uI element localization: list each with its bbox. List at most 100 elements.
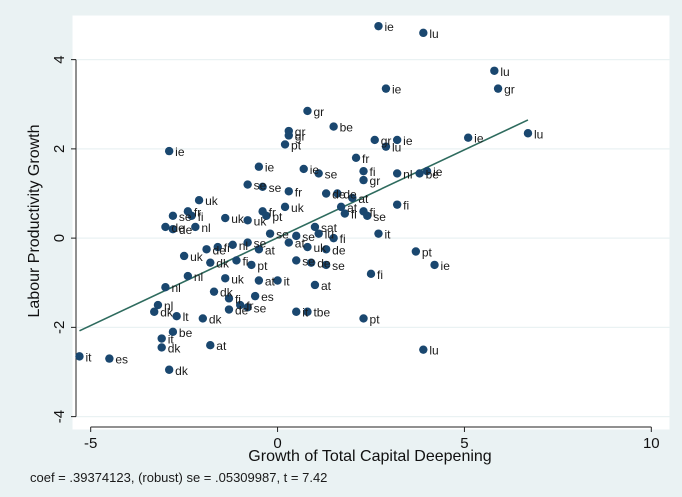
- data-point: [490, 66, 499, 75]
- data-point: [164, 146, 174, 156]
- data-point: [310, 222, 320, 232]
- point-label: de: [213, 243, 227, 257]
- point-label: sat: [321, 221, 338, 235]
- data-point: [198, 314, 208, 323]
- data-point: [463, 133, 473, 142]
- point-label: gr: [370, 174, 381, 188]
- point-label: fi: [370, 205, 376, 219]
- data-point: [314, 229, 323, 238]
- data-point: [329, 233, 338, 243]
- data-point: [292, 231, 301, 241]
- y-tick-label: -2: [51, 321, 68, 334]
- point-label: gr: [504, 83, 515, 97]
- data-point: [221, 274, 230, 283]
- point-label: de: [171, 221, 185, 235]
- data-point: [359, 166, 368, 176]
- data-point: [150, 307, 159, 316]
- data-point: [422, 166, 432, 176]
- data-point: [307, 258, 316, 267]
- data-point: [419, 345, 428, 354]
- point-label: pt: [272, 210, 283, 224]
- point-label: se: [325, 167, 338, 181]
- point-label: pt: [291, 138, 302, 152]
- point-label: pt: [257, 259, 268, 273]
- point-label: nl: [239, 239, 248, 253]
- point-label: se: [254, 237, 267, 251]
- point-label: at: [265, 243, 276, 257]
- data-point: [228, 240, 237, 250]
- data-point: [179, 251, 189, 261]
- point-label: ie: [310, 163, 320, 177]
- point-label: es: [261, 290, 274, 304]
- point-label: at: [216, 339, 227, 353]
- point-label: it: [284, 275, 291, 289]
- data-point: [262, 211, 271, 221]
- data-point: [168, 211, 178, 221]
- x-axis-label: Growth of Total Capital Deepening: [248, 448, 491, 465]
- data-point: [209, 287, 219, 296]
- point-label: dk: [168, 341, 182, 355]
- data-point: [411, 247, 421, 256]
- data-point: [153, 300, 163, 310]
- data-point: [273, 276, 282, 285]
- point-label: uk: [313, 241, 327, 255]
- data-point: [157, 334, 166, 343]
- point-label: lu: [392, 141, 401, 155]
- point-label: uk: [291, 201, 305, 215]
- data-point: [336, 202, 346, 212]
- point-label: uk: [254, 214, 268, 228]
- fitted-line: [79, 119, 529, 332]
- point-label: de: [332, 243, 346, 257]
- data-point: [183, 271, 193, 281]
- data-point: [206, 258, 215, 267]
- data-point: [247, 260, 256, 270]
- point-label: lt: [183, 310, 190, 324]
- point-label: at: [321, 279, 332, 293]
- point-label: fr: [194, 205, 201, 219]
- data-point: [292, 256, 301, 265]
- data-point: [292, 307, 301, 316]
- x-tick-label: 0: [273, 435, 281, 452]
- data-point: [374, 21, 383, 31]
- point-label: uk: [205, 194, 219, 208]
- point-label: fi: [235, 292, 241, 306]
- data-point: [333, 189, 342, 198]
- point-label: be: [340, 121, 354, 135]
- point-label: at: [358, 192, 369, 206]
- data-point: [381, 142, 391, 151]
- point-label: uk: [231, 212, 245, 226]
- data-point: [359, 314, 368, 323]
- point-label: lu: [534, 127, 543, 141]
- data-point: [221, 213, 230, 223]
- data-point: [523, 129, 533, 138]
- data-point: [280, 140, 290, 149]
- point-label: de: [235, 304, 249, 318]
- data-point: [254, 276, 264, 285]
- data-point: [265, 229, 275, 238]
- y-tick-label: -4: [51, 410, 68, 423]
- point-label: se: [373, 210, 386, 224]
- point-label: it: [85, 350, 92, 364]
- point-label: nl: [194, 270, 203, 284]
- plot-area: [71, 14, 671, 431]
- point-label: it: [168, 333, 175, 347]
- data-point: [392, 135, 402, 145]
- data-point: [235, 300, 245, 310]
- point-label: fi: [224, 241, 230, 255]
- point-label: nl: [403, 167, 412, 181]
- point-label: fi: [351, 208, 357, 222]
- data-point: [224, 294, 234, 303]
- point-label: dk: [216, 257, 230, 271]
- data-point: [202, 245, 211, 254]
- data-point: [348, 193, 357, 203]
- data-point: [191, 222, 200, 232]
- point-label: uk: [190, 250, 204, 264]
- data-point: [392, 169, 402, 178]
- regression-note: coef = .39374123, (robust) se = .0530998…: [30, 470, 328, 485]
- point-label: ie: [175, 145, 185, 159]
- data-point: [161, 222, 170, 232]
- point-label: ie: [441, 259, 451, 273]
- data-point: [351, 153, 361, 162]
- data-point: [243, 238, 252, 247]
